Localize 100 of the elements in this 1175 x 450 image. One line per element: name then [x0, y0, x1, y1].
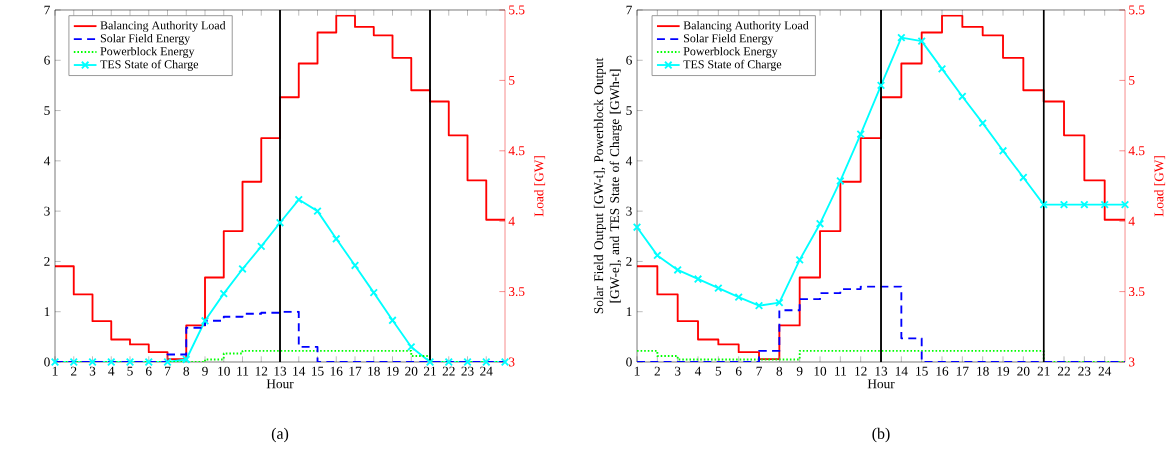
point — [125, 357, 135, 367]
x-tick-label: 17 — [956, 366, 969, 376]
point — [500, 357, 510, 367]
y2-tick-label: 4 — [1128, 216, 1135, 226]
x-tick-label: 18 — [368, 366, 380, 376]
point — [836, 176, 845, 186]
x-tick-label: 11 — [835, 366, 846, 376]
point — [350, 261, 360, 270]
y2-axis-title: Load [GW] — [534, 156, 546, 217]
point — [69, 357, 78, 367]
y2-tick-label: 5 — [509, 75, 515, 85]
x-tick-label: 21 — [1037, 366, 1050, 376]
point — [163, 357, 172, 367]
x-tick-label: 24 — [480, 366, 493, 376]
x-tick-label: 10 — [218, 366, 230, 376]
x-tick-label: 12 — [855, 366, 867, 376]
point — [388, 316, 397, 325]
point — [653, 251, 662, 260]
y2-tick-label: 3.5 — [509, 287, 525, 297]
y2-tick-label: 3.5 — [1129, 287, 1145, 297]
point — [693, 274, 703, 284]
point — [795, 255, 804, 265]
legend-label: Powerblock Energy — [683, 46, 778, 58]
y2-tick-label: 4.5 — [1128, 146, 1145, 156]
x-tick-label: 14 — [293, 366, 306, 376]
point — [876, 81, 886, 90]
y-tick-label: 3 — [44, 206, 50, 216]
y-tick-label: 1 — [44, 307, 50, 317]
point — [856, 129, 865, 139]
x-tick-label: 1 — [52, 366, 58, 376]
point — [1059, 200, 1069, 209]
y-tick-label: 6 — [626, 55, 632, 65]
point — [200, 316, 210, 325]
y2-tick-label: 4 — [508, 216, 515, 226]
x-tick-label: 9 — [796, 366, 803, 376]
y-tick-label: 0 — [626, 357, 632, 367]
x-tick-label: 3 — [675, 366, 681, 376]
x-tick-label: 12 — [255, 366, 268, 376]
y-tick-label: 6 — [44, 55, 50, 65]
y-tick-label: 0 — [44, 357, 50, 367]
point — [369, 288, 378, 297]
point — [425, 357, 435, 367]
y-tick-label: 5 — [44, 106, 50, 115]
point — [275, 218, 285, 227]
x-tick-label: 7 — [756, 366, 762, 376]
x-tick-label: 13 — [875, 366, 888, 376]
y-tick-label: 4 — [625, 156, 633, 166]
x-tick-label: 23 — [461, 366, 474, 376]
point — [673, 265, 682, 275]
y-tick-label: 2 — [44, 257, 50, 266]
y2-tick-label: 5.5 — [509, 5, 525, 15]
y2-tick-label: 3 — [1129, 357, 1135, 367]
legend-label: TES State of Charge — [100, 59, 199, 71]
point — [1120, 200, 1130, 209]
x-tick-label: 3 — [89, 366, 96, 376]
y-tick-label: 7 — [626, 5, 632, 15]
x-tick-label: 7 — [165, 366, 171, 376]
point — [917, 36, 926, 46]
point — [107, 357, 116, 367]
point — [1019, 173, 1028, 182]
point — [463, 357, 472, 367]
point — [182, 355, 191, 364]
point — [294, 195, 303, 204]
legend-label: TES State of Charge — [683, 59, 782, 71]
x-tick-label: 17 — [349, 366, 362, 376]
point — [632, 223, 642, 232]
legend-label: Solar Field Energy — [684, 33, 774, 45]
x-tick-label: 22 — [442, 366, 455, 376]
x-tick-label: 6 — [146, 366, 152, 376]
x-tick-label: 23 — [1078, 366, 1091, 376]
x-tick-label: 8 — [183, 366, 190, 376]
point — [714, 283, 723, 293]
x-tick-label: 19 — [997, 366, 1010, 376]
x-tick-label: 9 — [202, 366, 208, 376]
x-tick-label: 6 — [735, 366, 742, 376]
point — [1080, 200, 1089, 209]
x-tick-label: 16 — [936, 366, 949, 376]
y2-tick-label: 5.5 — [1129, 5, 1145, 15]
x-tick-label: 21 — [423, 366, 436, 376]
legend-label: Balancing Authority Load — [683, 20, 809, 32]
x-tick-label: 15 — [312, 366, 324, 376]
x-tick-label: 14 — [895, 366, 908, 376]
legend-label: Powerblock Energy — [100, 46, 195, 58]
point — [815, 219, 825, 228]
legend-label: Solar Field Energy — [100, 33, 191, 45]
x-tick-label: 4 — [108, 366, 115, 376]
point — [238, 264, 247, 274]
y-tick-label: 5 — [626, 106, 632, 115]
point — [998, 146, 1008, 156]
point — [444, 357, 453, 367]
point — [144, 357, 153, 367]
x-tick-label: 20 — [405, 366, 418, 376]
point — [50, 357, 60, 367]
x-tick-label: 5 — [127, 366, 133, 376]
legend-label: Balancing Authority Load — [100, 20, 226, 32]
y-tick-label: 7 — [44, 5, 50, 15]
x-tick-label: 4 — [694, 366, 702, 376]
y-axis-title: Solar Field Output [GW-t], Powerblock Output [GW-e], and TES State of Charge [GWh-t] — [593, 57, 622, 314]
point — [897, 33, 906, 42]
point — [1100, 200, 1109, 209]
